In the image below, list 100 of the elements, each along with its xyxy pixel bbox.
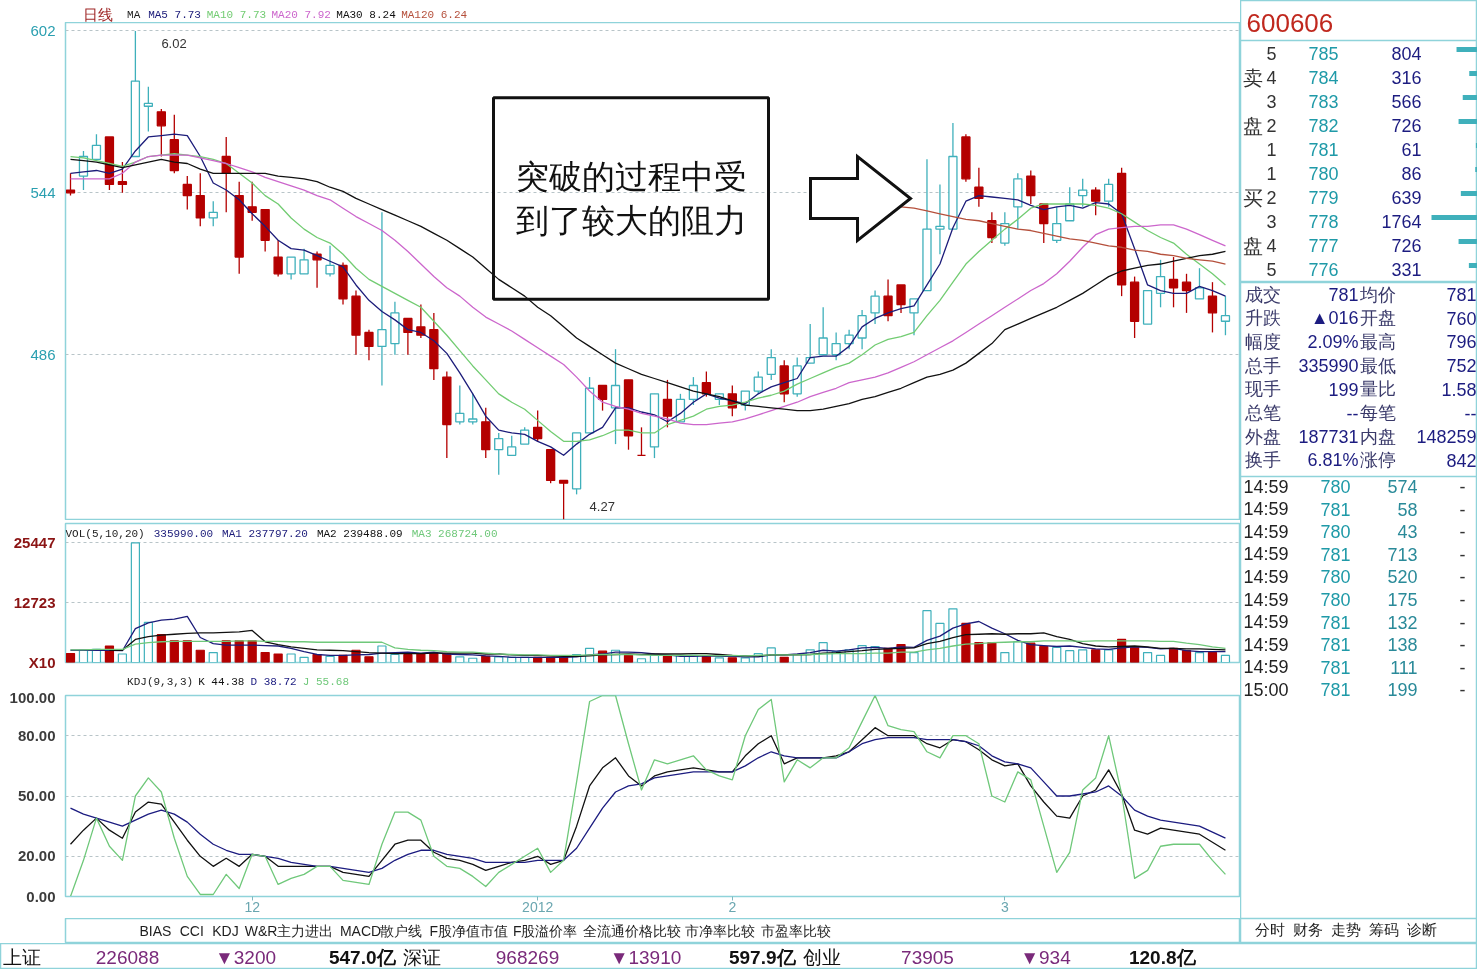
- text: -: [1459, 477, 1466, 497]
- text: 筹码: [1368, 921, 1399, 938]
- y2-tick-label: 777: [1308, 236, 1339, 256]
- text: -: [1459, 612, 1466, 633]
- annotation: 4.27: [589, 499, 615, 514]
- text: 最低: [1359, 355, 1396, 376]
- text: -: [1459, 522, 1466, 543]
- text: F股溢价率: [512, 923, 578, 939]
- text: 买盘: [1242, 186, 1263, 257]
- y2-tick-label: 779: [1308, 188, 1339, 208]
- x-tick-label: 2: [728, 898, 737, 915]
- y-tick-label: 1: [1266, 164, 1277, 184]
- y-tick-label: 3: [1266, 92, 1277, 112]
- text: MA3 268724.00: [411, 527, 498, 540]
- text: MA1 237797.20: [222, 527, 308, 540]
- text: 量比: [1359, 379, 1396, 400]
- text: D 38.72: [250, 675, 297, 688]
- text: 深证: [402, 946, 441, 968]
- data-label: 726: [1391, 236, 1422, 256]
- text: 138: [1387, 635, 1418, 656]
- y-tick-label: 486: [30, 345, 56, 363]
- y2-tick-label: 783: [1308, 92, 1339, 112]
- text: MA5 7.73: [148, 8, 201, 21]
- text: 574: [1387, 477, 1418, 497]
- text: MA20 7.92: [271, 8, 331, 21]
- text: 涨停: [1359, 450, 1396, 471]
- text: 财务: [1292, 921, 1323, 938]
- text: 781: [1320, 612, 1351, 633]
- text: --: [1464, 403, 1477, 424]
- text: 199: [1387, 680, 1418, 701]
- text: 781: [1446, 285, 1477, 305]
- annotation: 335990.00: [153, 528, 214, 540]
- annotation: 突破的过程中受到了较大的阻力: [515, 157, 747, 240]
- y-tick-label: 5: [1266, 44, 1277, 64]
- y2-tick-label: 782: [1308, 116, 1339, 136]
- text: -: [1459, 635, 1466, 656]
- text: -: [1459, 590, 1466, 610]
- y-tick-label: 100.00: [9, 688, 56, 706]
- y-tick-label: 2: [1266, 116, 1277, 136]
- data-label: 86: [1401, 164, 1422, 184]
- text: 781: [1328, 285, 1359, 305]
- text: 14:59: [1243, 634, 1289, 655]
- text: 781: [1320, 680, 1351, 701]
- text: -: [1459, 567, 1466, 588]
- text: 597.9亿: [728, 946, 797, 968]
- text: 幅度: [1244, 331, 1281, 352]
- text: -: [1459, 499, 1466, 520]
- y-tick-label: 0.00: [26, 887, 56, 905]
- y2-tick-label: 785: [1308, 44, 1339, 64]
- data-label: 316: [1391, 68, 1422, 88]
- text: 968269: [495, 946, 560, 968]
- x-tick-label: 2012: [522, 898, 554, 915]
- text: 内盘: [1359, 426, 1396, 447]
- text: 14:59: [1243, 544, 1289, 565]
- y-tick-label: 25447: [13, 534, 56, 552]
- text: 6.81%: [1307, 450, 1359, 471]
- text: -: [1459, 680, 1466, 701]
- text: 780: [1320, 590, 1351, 610]
- text: 主力进出: [277, 923, 334, 939]
- text: K 44.38: [198, 675, 245, 688]
- text: MA120 6.24: [401, 8, 468, 21]
- text: 199: [1328, 379, 1359, 400]
- text: MACD: [339, 923, 382, 939]
- text: --: [1346, 403, 1359, 424]
- text: 14:59: [1243, 566, 1289, 587]
- text: 14:59: [1243, 657, 1289, 678]
- text: 187731: [1298, 427, 1359, 448]
- text: J 55.68: [302, 675, 349, 688]
- data-label: 566: [1391, 92, 1422, 112]
- x-tick-label: 3: [1000, 898, 1009, 915]
- text: 1.58: [1441, 379, 1477, 400]
- x-tick-label: 12: [244, 898, 261, 915]
- y-tick-label: 4: [1266, 68, 1277, 88]
- data-label: 331: [1391, 260, 1422, 280]
- text: 780: [1320, 567, 1351, 588]
- text: 148259: [1416, 427, 1477, 448]
- text: 分时: [1254, 921, 1285, 938]
- text: 842: [1446, 450, 1477, 471]
- text: 散户线: [380, 923, 423, 939]
- text: 111: [1390, 657, 1418, 678]
- text: 780: [1320, 522, 1351, 543]
- text: ▼934: [1020, 946, 1072, 968]
- text: 73905: [901, 946, 954, 968]
- text: 总笔: [1243, 403, 1281, 423]
- text: 14:59: [1243, 521, 1289, 542]
- text: 最高: [1359, 331, 1396, 352]
- text: 175: [1387, 590, 1418, 610]
- y-tick-label: 602: [30, 21, 56, 39]
- text: 760: [1446, 308, 1477, 329]
- y-tick-label: 4: [1266, 236, 1277, 256]
- text: ▼13910: [609, 946, 682, 968]
- text: 14:59: [1243, 476, 1289, 497]
- text: 14:59: [1243, 499, 1289, 520]
- y2-tick-label: 776: [1308, 260, 1339, 280]
- text: 走势: [1330, 921, 1361, 938]
- text: CCI: [179, 923, 204, 939]
- chart-title: 日线: [82, 6, 113, 23]
- text: -: [1459, 544, 1466, 565]
- y2-tick-label: 784: [1308, 68, 1339, 88]
- y-tick-label: 5: [1266, 260, 1277, 280]
